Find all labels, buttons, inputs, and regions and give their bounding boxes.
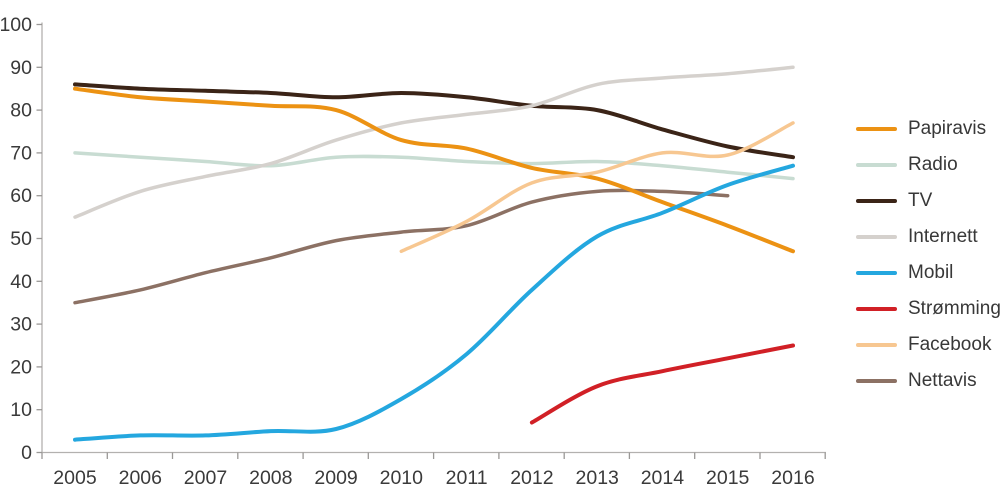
legend-label: Internett	[908, 226, 978, 247]
series-line-strømming	[529, 343, 795, 425]
legend-item-mobil: Mobil	[856, 255, 1000, 291]
legend-item-nettavis: Nettavis	[856, 363, 1000, 399]
series-line-internett	[73, 65, 795, 219]
y-axis-tick-label: 80	[10, 100, 32, 122]
y-axis-tick-label: 70	[10, 142, 32, 164]
y-axis-tick-label: 20	[10, 356, 32, 378]
legend-swatch-tv	[856, 199, 897, 203]
legend-item-tv: TV	[856, 183, 1000, 219]
x-axis-tick-label: 2011	[446, 467, 488, 489]
y-axis-tick-label: 50	[10, 228, 32, 250]
legend-swatch-facebook	[856, 343, 897, 347]
legend-label: Papiravis	[908, 118, 987, 139]
y-axis-tick-label: 90	[10, 57, 32, 79]
x-axis-tick-label: 2016	[771, 467, 814, 489]
legend-item-internett: Internett	[856, 219, 1000, 255]
x-axis-tick-label: 2009	[314, 467, 357, 489]
legend-swatch-radio	[856, 163, 897, 167]
legend-item-papiravis: Papiravis	[856, 111, 1000, 147]
legend-label: TV	[908, 190, 933, 211]
series-line-nettavis	[73, 188, 730, 305]
legend-label: Radio	[908, 154, 958, 175]
x-axis-tick-label: 2015	[706, 467, 750, 489]
legend-item-facebook: Facebook	[856, 327, 1000, 363]
legend-label: Nettavis	[908, 370, 977, 391]
legend-label: Facebook	[908, 334, 992, 355]
x-axis-tick-label: 2010	[380, 467, 424, 489]
y-axis-tick-label: 0	[21, 442, 32, 464]
legend-swatch-nettavis	[856, 379, 897, 383]
x-axis-tick-label: 2007	[184, 467, 227, 489]
y-axis-tick-label: 100	[0, 14, 32, 36]
legend-label: Mobil	[908, 262, 954, 283]
series-line-radio	[73, 151, 795, 181]
series-line-mobil	[73, 163, 795, 442]
legend-swatch-papiravis	[856, 127, 897, 131]
y-axis-tick-label: 60	[10, 185, 32, 207]
x-axis-tick-label: 2006	[119, 467, 162, 489]
series-line-facebook	[399, 121, 795, 254]
legend-swatch-mobil	[856, 271, 897, 275]
legend-label: Strømming	[908, 298, 1000, 319]
x-axis-tick-label: 2008	[249, 467, 292, 489]
x-axis-tick-label: 2012	[510, 467, 553, 489]
legend-item-stromming: Strømming	[856, 291, 1000, 327]
legend-swatch-internett	[856, 235, 897, 239]
legend-swatch-stromming	[856, 307, 897, 311]
series-line-tv	[73, 82, 795, 160]
chart-legend: Papiravis Radio TV Internett Mobil Strøm…	[856, 111, 1000, 399]
y-axis-tick-label: 30	[10, 314, 32, 336]
y-axis-tick-label: 10	[10, 399, 32, 421]
x-axis-tick-label: 2005	[53, 467, 97, 489]
x-axis-tick-label: 2013	[576, 467, 619, 489]
x-axis-tick-label: 2014	[641, 467, 685, 489]
legend-item-radio: Radio	[856, 147, 1000, 183]
y-axis-tick-label: 40	[10, 271, 32, 293]
series-line-papiravis	[73, 86, 795, 254]
